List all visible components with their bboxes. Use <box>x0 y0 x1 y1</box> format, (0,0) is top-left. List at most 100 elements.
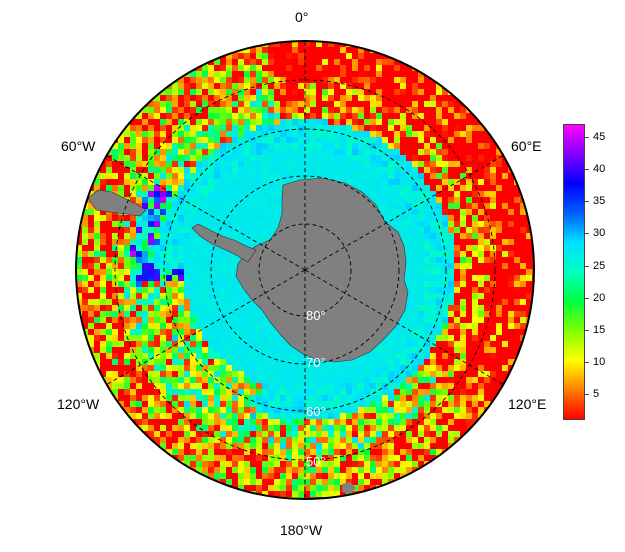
data-cell <box>274 89 281 96</box>
data-cell <box>118 341 125 348</box>
data-cell <box>430 335 437 342</box>
data-cell <box>286 473 293 480</box>
data-cell <box>466 245 473 252</box>
data-cell <box>526 233 533 240</box>
data-cell <box>130 233 137 240</box>
data-cell <box>106 341 113 348</box>
data-cell <box>256 101 263 108</box>
data-cell <box>406 359 413 366</box>
data-cell <box>334 101 341 108</box>
data-cell <box>136 317 143 324</box>
data-cell <box>334 371 341 378</box>
data-cell <box>478 179 485 186</box>
data-cell <box>280 335 287 342</box>
data-cell <box>514 323 521 330</box>
data-cell <box>124 341 131 348</box>
data-cell <box>220 275 227 282</box>
data-cell <box>160 131 167 138</box>
data-cell <box>346 371 353 378</box>
data-cell <box>376 395 383 402</box>
data-cell <box>442 197 449 204</box>
data-cell <box>268 167 275 174</box>
data-cell <box>142 257 149 264</box>
data-cell <box>274 455 281 462</box>
data-cell <box>352 383 359 390</box>
data-cell <box>520 257 527 264</box>
data-cell <box>346 83 353 90</box>
data-cell <box>418 101 425 108</box>
data-cell <box>250 125 257 132</box>
data-cell <box>454 257 461 264</box>
data-cell <box>256 395 263 402</box>
data-cell <box>262 347 269 354</box>
data-cell <box>358 455 365 462</box>
data-cell <box>448 371 455 378</box>
data-cell <box>370 353 377 360</box>
data-cell <box>208 377 215 384</box>
data-cell <box>394 209 401 216</box>
data-cell <box>298 407 305 414</box>
data-cell <box>430 401 437 408</box>
data-cell <box>94 233 101 240</box>
data-cell <box>172 341 179 348</box>
data-cell <box>154 113 161 120</box>
data-cell <box>190 305 197 312</box>
data-cell <box>196 179 203 186</box>
data-cell <box>220 365 227 372</box>
data-cell <box>172 335 179 342</box>
data-cell <box>244 143 251 150</box>
data-cell <box>196 431 203 438</box>
data-cell <box>196 245 203 252</box>
data-cell <box>274 419 281 426</box>
data-cell <box>310 107 317 114</box>
data-cell <box>490 335 497 342</box>
data-cell <box>178 329 185 336</box>
data-cell <box>142 185 149 192</box>
data-cell <box>280 479 287 486</box>
data-cell <box>190 437 197 444</box>
data-cell <box>412 101 419 108</box>
data-cell <box>106 323 113 330</box>
data-cell <box>130 215 137 222</box>
data-cell <box>418 401 425 408</box>
data-cell <box>268 203 275 210</box>
meridian-line <box>304 155 504 271</box>
data-cell <box>262 329 269 336</box>
data-cell <box>346 407 353 414</box>
data-cell <box>250 479 257 486</box>
data-cell <box>436 215 443 222</box>
data-cell <box>178 215 185 222</box>
data-cell <box>298 353 305 360</box>
data-cell <box>130 311 137 318</box>
data-cell <box>334 167 341 174</box>
data-cell <box>274 209 281 216</box>
data-cell <box>136 245 143 252</box>
data-cell <box>508 263 515 270</box>
data-cell <box>370 107 377 114</box>
data-cell <box>208 71 215 78</box>
data-cell <box>376 431 383 438</box>
data-cell <box>466 401 473 408</box>
data-cell <box>496 293 503 300</box>
data-cell <box>322 53 329 60</box>
data-cell <box>304 383 311 390</box>
data-cell <box>214 449 221 456</box>
data-cell <box>220 443 227 450</box>
data-cell <box>514 305 521 312</box>
data-cell <box>202 335 209 342</box>
data-cell <box>424 269 431 276</box>
data-cell <box>226 401 233 408</box>
data-cell <box>346 119 353 126</box>
data-cell <box>472 323 479 330</box>
data-cell <box>514 257 521 264</box>
data-cell <box>166 413 173 420</box>
data-cell <box>262 173 269 180</box>
data-cell <box>184 413 191 420</box>
data-cell <box>400 413 407 420</box>
data-cell <box>394 137 401 144</box>
data-cell <box>160 239 167 246</box>
data-cell <box>100 293 107 300</box>
data-cell <box>478 215 485 222</box>
data-cell <box>124 149 131 156</box>
data-cell <box>292 143 299 150</box>
